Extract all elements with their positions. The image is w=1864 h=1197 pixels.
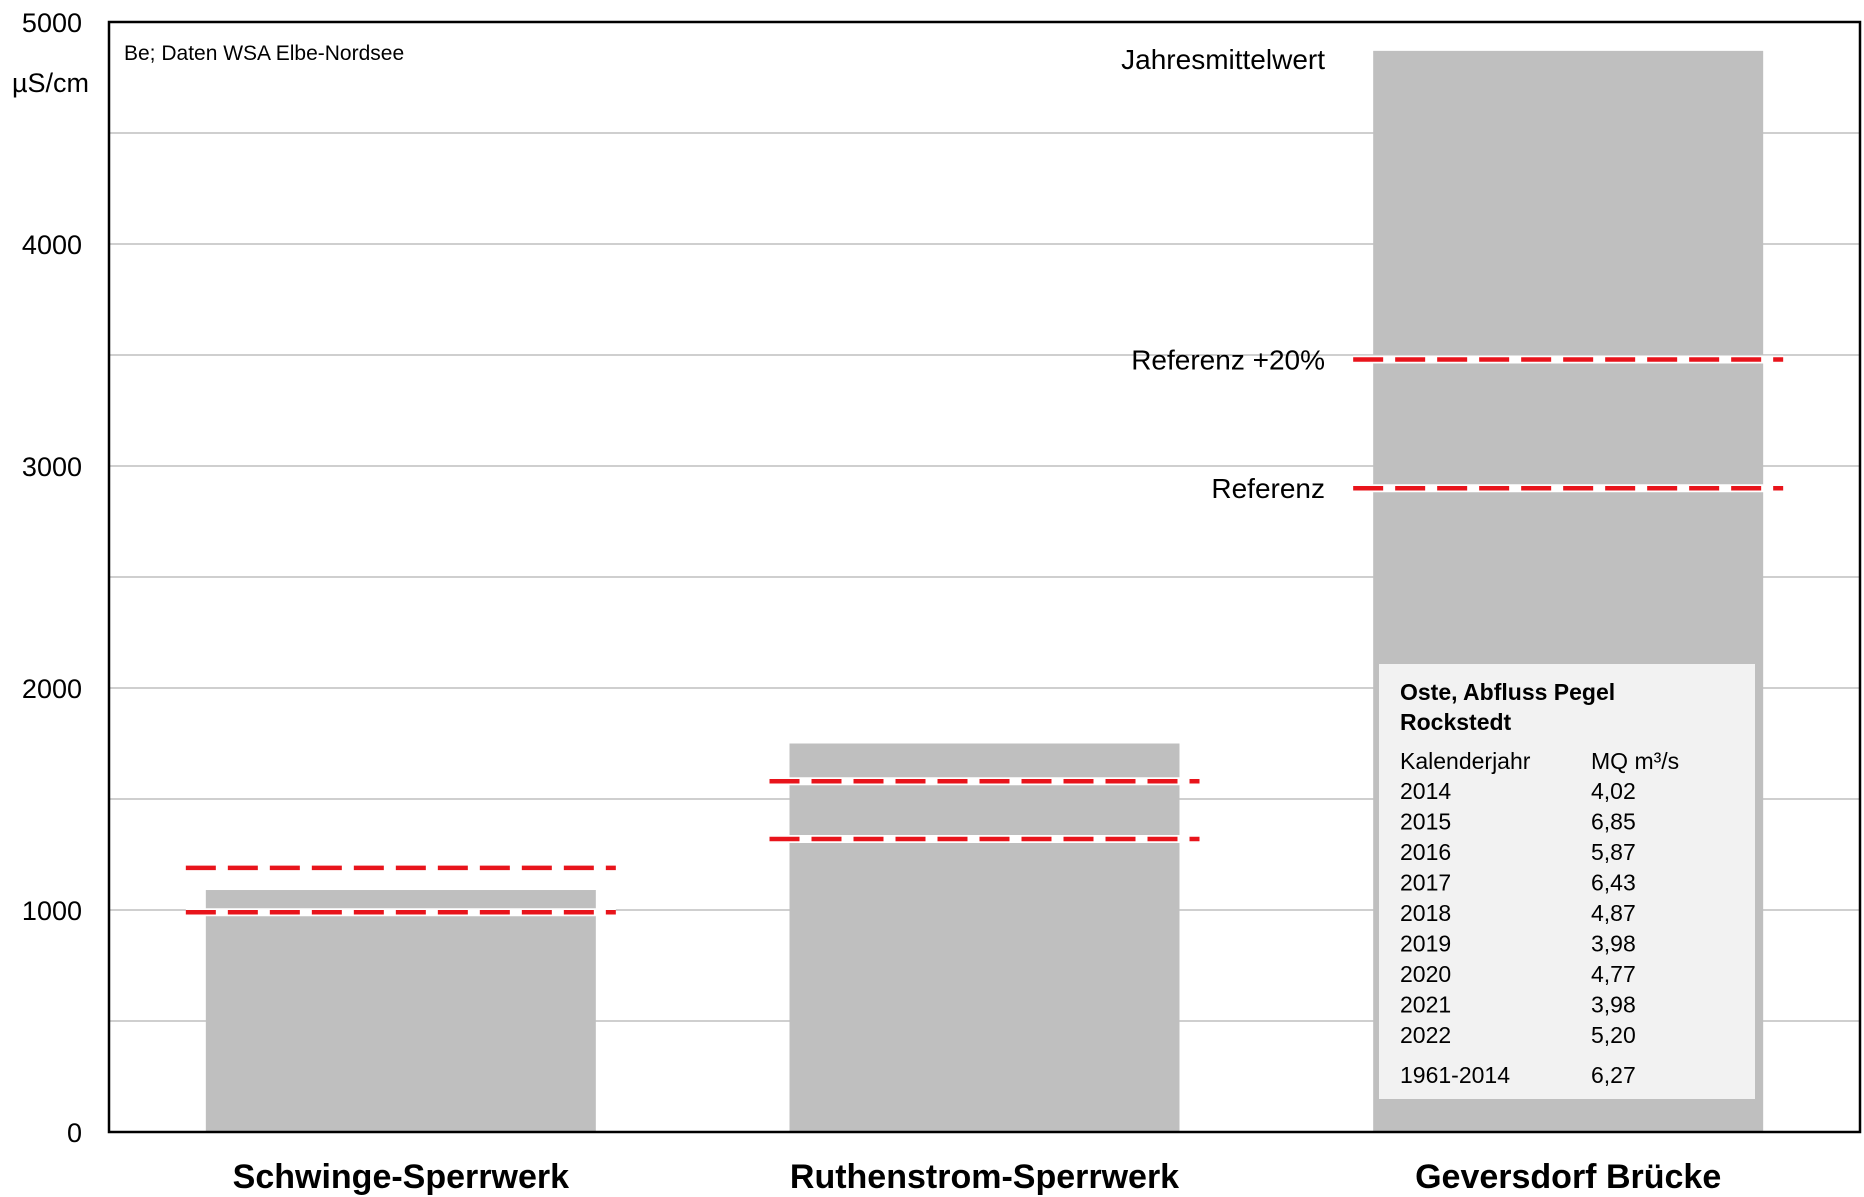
bar bbox=[789, 743, 1180, 1132]
discharge-table-year: 2016 bbox=[1400, 839, 1451, 865]
discharge-table-mq: 5,20 bbox=[1591, 1022, 1636, 1048]
y-tick-label: 1000 bbox=[22, 896, 82, 926]
category-label: Schwinge-Sperrwerk bbox=[233, 1158, 569, 1196]
discharge-table-subtitle: Rockstedt bbox=[1400, 709, 1512, 735]
discharge-table-rows: 2014 4,02 2015 6,85 2016 5,87 2017 6,43 2018 4,87… bbox=[1400, 778, 1636, 1088]
discharge-table-header-mq: MQ m³/s bbox=[1591, 748, 1679, 774]
discharge-table-mq: 6,85 bbox=[1591, 809, 1636, 835]
y-tick-label: 5000 bbox=[22, 8, 82, 38]
plot-frame bbox=[107, 20, 1862, 1134]
discharge-table-header-year: Kalenderjahr bbox=[1400, 748, 1531, 774]
discharge-table-mq: 5,87 bbox=[1591, 839, 1636, 865]
discharge-table-mq: 3,98 bbox=[1591, 931, 1636, 957]
bars bbox=[205, 50, 1764, 1133]
discharge-table-year: 2021 bbox=[1400, 992, 1451, 1018]
y-tick-labels: 0 1000 2000 3000 4000 5000 bbox=[22, 8, 82, 1148]
reference-lines bbox=[185, 355, 1784, 917]
y-tick-label: 3000 bbox=[22, 452, 82, 482]
discharge-table-background bbox=[1379, 664, 1755, 1099]
discharge-table-year: 2017 bbox=[1400, 870, 1451, 896]
discharge-table-reference-mq: 6,27 bbox=[1591, 1062, 1636, 1088]
discharge-table-reference-year: 1961-2014 bbox=[1400, 1062, 1510, 1088]
y-tick-label: 4000 bbox=[22, 230, 82, 260]
reference-plus20-annotation: Referenz +20% bbox=[1131, 344, 1325, 375]
discharge-table-mq: 4,77 bbox=[1591, 961, 1636, 987]
discharge-table-year: 2022 bbox=[1400, 1022, 1451, 1048]
reference-annotation: Referenz bbox=[1211, 473, 1325, 504]
discharge-table-title: Oste, Abfluss Pegel bbox=[1400, 679, 1615, 705]
source-note: Be; Daten WSA Elbe-Nordsee bbox=[124, 42, 404, 65]
y-tick-label: 2000 bbox=[22, 674, 82, 704]
y-tick-label: 0 bbox=[67, 1118, 82, 1148]
y-unit-label: µS/cm bbox=[12, 68, 89, 98]
discharge-table-mq: 6,43 bbox=[1591, 870, 1636, 896]
category-label: Ruthenstrom-Sperrwerk bbox=[790, 1158, 1179, 1196]
discharge-table: Oste, Abfluss Pegel Rockstedt Kalenderja… bbox=[1379, 664, 1755, 1099]
category-label: Geversdorf Brücke bbox=[1415, 1158, 1721, 1196]
series-annotation: Jahresmittelwert bbox=[1121, 44, 1325, 75]
bar bbox=[205, 890, 596, 1132]
discharge-table-year: 2020 bbox=[1400, 961, 1451, 987]
discharge-table-year: 2019 bbox=[1400, 931, 1451, 957]
discharge-table-mq: 4,87 bbox=[1591, 900, 1636, 926]
discharge-table-mq: 4,02 bbox=[1591, 778, 1636, 804]
discharge-table-year: 2015 bbox=[1400, 809, 1451, 835]
category-labels: Schwinge-Sperrwerk Ruthenstrom-Sperrwerk G… bbox=[233, 1158, 1722, 1196]
discharge-table-mq: 3,98 bbox=[1591, 992, 1636, 1018]
discharge-table-year: 2018 bbox=[1400, 900, 1451, 926]
discharge-table-year: 2014 bbox=[1400, 778, 1451, 804]
